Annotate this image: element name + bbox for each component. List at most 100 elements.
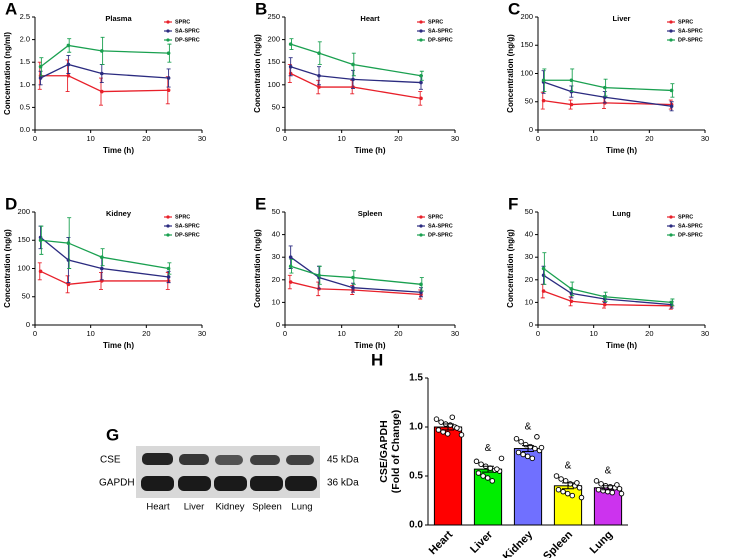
data-point <box>317 73 321 78</box>
data-point <box>444 431 451 437</box>
y-axis-label: CSE/GAPDH <box>378 420 390 482</box>
panel-label: C <box>508 0 520 18</box>
y-tick-label: 0.5 <box>409 471 423 482</box>
y-tick-label: 30 <box>272 252 280 261</box>
data-point <box>454 425 460 431</box>
data-point <box>494 466 500 472</box>
data-point <box>288 255 293 259</box>
data-point <box>564 490 571 497</box>
legend-label: DP-SPRC <box>428 232 453 238</box>
legend-label: DP-SPRC <box>678 37 703 43</box>
data-point <box>603 302 607 307</box>
y-tick-label: 50 <box>272 207 280 216</box>
data-point <box>569 102 574 107</box>
legend-marker <box>669 38 673 42</box>
data-point <box>569 492 576 499</box>
x-tick-label: 30 <box>701 329 709 338</box>
x-tick-label: 0 <box>33 134 37 143</box>
x-tick-label: 30 <box>451 134 459 143</box>
x-tick-label: 20 <box>645 134 653 143</box>
y-tick-label: 250 <box>267 12 280 21</box>
data-point <box>38 64 43 69</box>
legend-marker <box>419 20 423 24</box>
lane-label: Kidney <box>215 502 244 513</box>
data-point <box>351 275 355 280</box>
y-axis-label: Concentration (ng/g) <box>253 34 262 113</box>
y-tick-label: 50 <box>525 97 533 106</box>
y-tick-label: 100 <box>520 68 533 77</box>
data-point <box>419 282 423 287</box>
data-point <box>538 444 545 451</box>
data-point <box>527 443 534 450</box>
data-point <box>534 434 540 440</box>
panel-label: F <box>508 194 518 213</box>
y-tick-label: 100 <box>17 263 30 272</box>
panel-label: B <box>255 0 267 18</box>
legend-label: SPRC <box>175 214 190 220</box>
data-point <box>513 436 520 442</box>
x-tick-label: 30 <box>701 134 709 143</box>
legend-marker <box>669 233 673 237</box>
legend-marker <box>419 215 423 219</box>
bar <box>433 426 463 526</box>
data-point <box>435 427 442 433</box>
y-tick-label: 200 <box>520 12 533 21</box>
data-point <box>669 300 674 305</box>
data-point <box>484 475 491 481</box>
legend-label: SA-SPRC <box>428 28 453 34</box>
data-point <box>419 96 423 101</box>
data-point <box>541 289 546 293</box>
legend-marker <box>669 29 673 33</box>
data-point <box>288 280 293 284</box>
x-axis-label: Time (h) <box>355 341 386 350</box>
y-tick-label: 50 <box>22 292 30 301</box>
data-point <box>541 273 546 278</box>
row-label: GAPDH <box>99 478 135 489</box>
data-point <box>66 43 71 48</box>
legend-label: DP-SPRC <box>428 37 453 43</box>
legend-label: SA-SPRC <box>428 223 453 229</box>
y-tick-label: 150 <box>520 40 533 49</box>
y-tick-label: 150 <box>17 235 30 244</box>
data-point <box>351 285 355 290</box>
x-axis-label: Time (h) <box>355 146 386 155</box>
y-tick-label: 200 <box>267 35 280 44</box>
panel-label: G <box>106 425 119 444</box>
y-axis-label: (Fold of Change) <box>390 410 402 493</box>
data-point <box>576 485 583 491</box>
data-point <box>541 266 546 271</box>
y-tick-label: 150 <box>267 57 280 66</box>
data-point <box>574 480 580 486</box>
data-point <box>478 461 484 467</box>
y-tick-label: 50 <box>525 207 533 216</box>
data-point <box>669 88 674 93</box>
data-point <box>569 291 574 296</box>
data-point <box>607 484 614 490</box>
x-tick-label: 30 <box>198 329 206 338</box>
error-bar <box>562 482 574 490</box>
data-point <box>288 64 293 69</box>
panel-label: E <box>255 194 266 213</box>
y-tick-label: 1.5 <box>20 57 30 66</box>
data-line <box>40 63 169 79</box>
data-point <box>100 266 104 271</box>
error-bar <box>442 423 454 431</box>
data-point <box>66 258 71 262</box>
data-point <box>449 414 456 420</box>
chart-title: Plasma <box>105 14 132 23</box>
bar <box>513 448 543 526</box>
y-tick-label: 1.0 <box>20 80 30 89</box>
x-tick-label: Liver <box>468 528 496 556</box>
data-point <box>524 453 531 460</box>
data-point <box>529 455 536 462</box>
data-point <box>569 299 574 304</box>
data-point <box>473 458 480 465</box>
data-point <box>578 494 585 501</box>
x-tick-label: 20 <box>142 329 150 338</box>
y-tick-label: 2.0 <box>20 35 30 44</box>
y-tick-label: 10 <box>525 297 533 306</box>
data-point <box>38 76 43 80</box>
data-point <box>100 49 104 53</box>
x-tick-label: Spleen <box>541 529 575 558</box>
data-line <box>543 290 672 307</box>
